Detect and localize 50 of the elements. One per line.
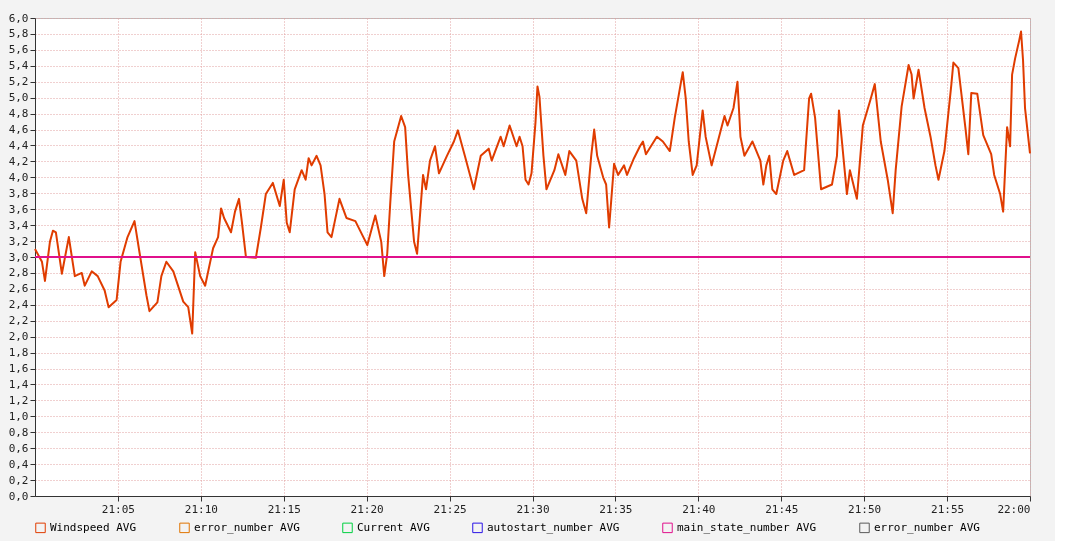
x-tick-label: 21:50 — [848, 502, 882, 516]
y-tick-label: 2,2 — [8, 314, 29, 328]
y-tick-label: 3,0 — [8, 250, 29, 264]
y-tick-label: 0,0 — [8, 489, 29, 503]
x-tick-label: 21:35 — [599, 502, 633, 516]
y-tick-label: 5,4 — [8, 59, 29, 73]
y-tick-label: 0,6 — [8, 441, 29, 455]
y-tick-label: 5,2 — [8, 75, 29, 89]
y-tick-label: 4,2 — [8, 154, 29, 168]
y-tick-label: 5,6 — [8, 43, 29, 57]
y-tick-label: 0,8 — [8, 425, 29, 439]
legend-label: Windspeed AVG — [50, 520, 137, 534]
x-tick-label: 21:20 — [350, 502, 384, 516]
line-series — [34, 30, 1031, 335]
x-tick-label: 21:10 — [184, 502, 218, 516]
legend-label: error_number AVG — [874, 520, 980, 534]
y-tick-label: 2,4 — [8, 298, 29, 312]
y-tick-label: 3,4 — [8, 218, 29, 232]
y-tick-label: 0,2 — [8, 473, 29, 487]
x-tick-label: 21:15 — [267, 502, 301, 516]
x-tick-label: 21:55 — [931, 502, 965, 516]
legend-label: Current AVG — [357, 520, 430, 534]
y-tick-label: 2,6 — [8, 282, 29, 296]
y-tick-label: 4,0 — [8, 170, 29, 184]
y-tick-label: 3,8 — [8, 186, 29, 200]
x-tick-label: 21:30 — [516, 502, 550, 516]
x-tick-label: 21:25 — [433, 502, 467, 516]
y-tick-label: 1,0 — [8, 409, 29, 423]
y-tick-label: 6,0 — [8, 11, 29, 25]
legend-label: main_state_number AVG — [677, 520, 817, 534]
y-tick-label: 2,8 — [8, 266, 29, 280]
y-tick-label: 1,2 — [8, 393, 29, 407]
y-tick-label: 1,8 — [8, 346, 29, 360]
legend-label: error_number AVG — [194, 520, 300, 534]
y-tick-label: 3,2 — [8, 234, 29, 248]
x-tick-label: 22:00 — [997, 502, 1031, 516]
y-tick-label: 2,0 — [8, 330, 29, 344]
y-tick-label: 0,4 — [8, 457, 29, 471]
y-tick-label: 3,6 — [8, 202, 29, 216]
y-tick-label: 1,6 — [8, 362, 29, 376]
y-tick-label: 4,6 — [8, 123, 29, 137]
x-tick-label: 21:45 — [765, 502, 799, 516]
y-tick-label: 4,8 — [8, 107, 29, 121]
y-tick-label: 5,0 — [8, 91, 29, 105]
y-tick-label: 4,4 — [8, 138, 29, 152]
y-tick-label: 5,8 — [8, 27, 29, 41]
y-tick-label: 1,4 — [8, 377, 29, 391]
legend-label: autostart_number AVG — [487, 520, 620, 534]
x-tick-label: 21:05 — [101, 502, 135, 516]
x-tick-label: 21:40 — [682, 502, 716, 516]
